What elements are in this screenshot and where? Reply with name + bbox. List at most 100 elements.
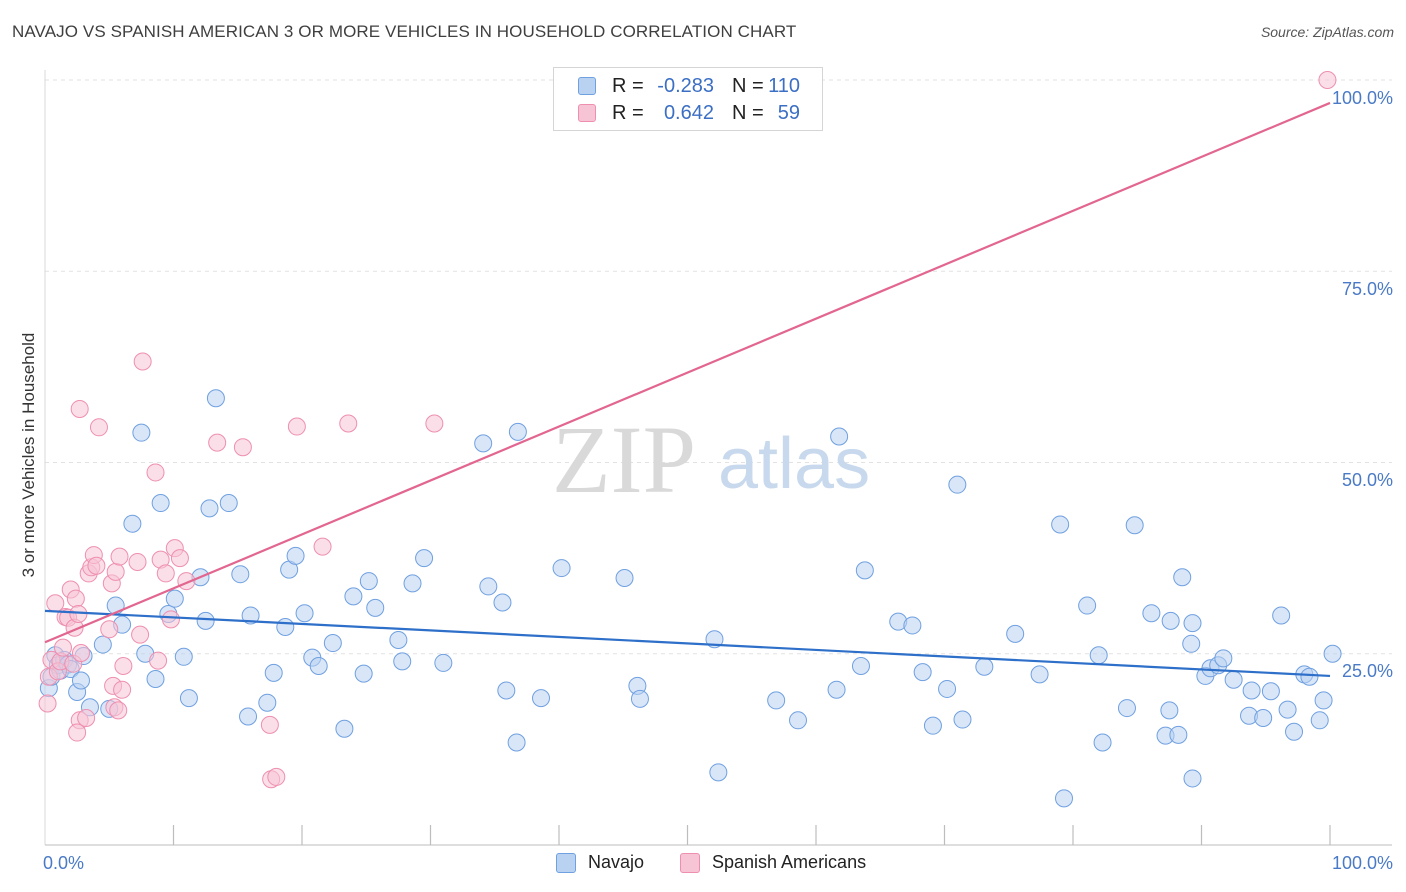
navajo-point xyxy=(1117,699,1136,718)
spanish-point xyxy=(113,680,132,699)
spanish-point xyxy=(87,556,106,575)
trend-lines xyxy=(44,101,1331,678)
legend-spanish-label: Spanish Americans xyxy=(712,852,867,872)
navajo-point xyxy=(434,653,453,672)
navajo-point xyxy=(1254,709,1273,728)
navajo-point xyxy=(366,598,385,617)
navajo-point xyxy=(975,657,994,676)
navajo-point xyxy=(415,549,434,568)
spanish-point xyxy=(109,701,128,720)
spanish-point xyxy=(66,589,85,608)
navajo-point xyxy=(1006,624,1025,643)
navajo-point xyxy=(1142,604,1161,623)
navajo-point xyxy=(1278,700,1297,719)
spanish-point xyxy=(425,414,444,433)
navajo-point xyxy=(264,663,283,682)
axis-layer xyxy=(44,70,1392,846)
y-tick-label-50: 50.0% xyxy=(1342,470,1393,490)
navajo-point xyxy=(323,634,342,653)
navajo-point xyxy=(335,719,354,738)
legend-n-label: N = xyxy=(732,102,764,124)
navajo-point xyxy=(1125,516,1144,535)
navajo-point xyxy=(1183,614,1202,633)
navajo-point xyxy=(239,707,258,726)
spanish-n-value: 59 xyxy=(777,102,800,124)
navajo-point xyxy=(615,569,634,588)
navajo-point xyxy=(200,499,219,518)
navajo-point xyxy=(146,669,165,688)
spanish-point xyxy=(68,723,87,742)
spanish-swatch xyxy=(578,104,596,122)
x-tick-label-min: 0.0% xyxy=(43,853,84,873)
navajo-point xyxy=(1161,611,1180,630)
navajo-point xyxy=(1242,681,1261,700)
navajo-trend-line xyxy=(44,609,1331,678)
navajo-point xyxy=(258,693,277,712)
navajo-point xyxy=(948,475,967,494)
navajo-point xyxy=(705,630,724,649)
navajo-point xyxy=(1078,596,1097,615)
correlation-legend: R = -0.283 N = 110 R = 0.642 N = 59 xyxy=(553,67,823,131)
navajo-point xyxy=(295,604,314,623)
navajo-point xyxy=(479,577,498,596)
y-axis-title: 3 or more Vehicles in Household xyxy=(19,333,38,578)
navajo-point xyxy=(359,572,378,591)
navajo-point xyxy=(123,514,142,533)
spanish-point xyxy=(267,767,286,786)
spanish-point xyxy=(161,610,180,629)
navajo-point xyxy=(767,691,786,710)
navajo-point xyxy=(174,647,193,666)
legend-row-navajo: R = -0.283 N = 110 xyxy=(554,73,822,101)
spanish-point xyxy=(114,656,133,675)
y-tick-label-75: 75.0% xyxy=(1342,279,1393,299)
navajo-point xyxy=(1051,515,1070,534)
navajo-point xyxy=(1183,769,1202,788)
spanish-point xyxy=(106,562,125,581)
legend-navajo-label: Navajo xyxy=(588,852,645,872)
spanish-point xyxy=(77,709,96,728)
spanish-point xyxy=(53,638,72,657)
spanish-point xyxy=(100,620,119,639)
navajo-point xyxy=(709,763,728,782)
navajo-point xyxy=(474,434,493,453)
legend-n-label: N = xyxy=(732,75,764,97)
navajo-point xyxy=(403,574,422,593)
navajo-point xyxy=(507,733,526,752)
navajo-point xyxy=(1089,646,1108,665)
navajo-point xyxy=(151,494,170,513)
navajo-point xyxy=(1323,644,1342,663)
navajo-point xyxy=(93,635,112,654)
navajo-point xyxy=(1214,649,1233,668)
navajo-point xyxy=(1314,691,1333,710)
navajo-point xyxy=(1285,722,1304,741)
grid-layer xyxy=(45,79,1392,655)
navajo-point xyxy=(389,630,408,649)
navajo-swatch xyxy=(578,77,596,95)
navajo-point xyxy=(1272,606,1291,625)
navajo-point xyxy=(231,565,250,584)
navajo-point xyxy=(1160,701,1179,720)
navajo-point xyxy=(276,617,295,636)
source-label: Source: ZipAtlas.com xyxy=(1260,24,1394,40)
legend-r-label: R = xyxy=(612,102,644,124)
spanish-point xyxy=(339,414,358,433)
navajo-point xyxy=(1300,667,1319,686)
legend-r-label: R = xyxy=(612,75,644,97)
spanish-point xyxy=(38,694,57,713)
y-tick-label-100: 100.0% xyxy=(1332,88,1393,108)
navajo-point xyxy=(1173,568,1192,587)
spanish-point xyxy=(1318,71,1337,89)
navajo-point xyxy=(497,681,516,700)
spanish-point xyxy=(70,399,89,418)
x-tick-label-max: 100.0% xyxy=(1332,853,1393,873)
navajo-point xyxy=(219,494,238,513)
navajo-point xyxy=(913,663,932,682)
navajo-point xyxy=(855,561,874,580)
legend-navajo-swatch xyxy=(556,853,576,873)
navajo-point xyxy=(1310,711,1329,730)
spanish-point xyxy=(131,625,150,644)
navajo-point xyxy=(241,606,260,625)
navajo-point xyxy=(354,664,373,683)
navajo-point xyxy=(953,710,972,729)
